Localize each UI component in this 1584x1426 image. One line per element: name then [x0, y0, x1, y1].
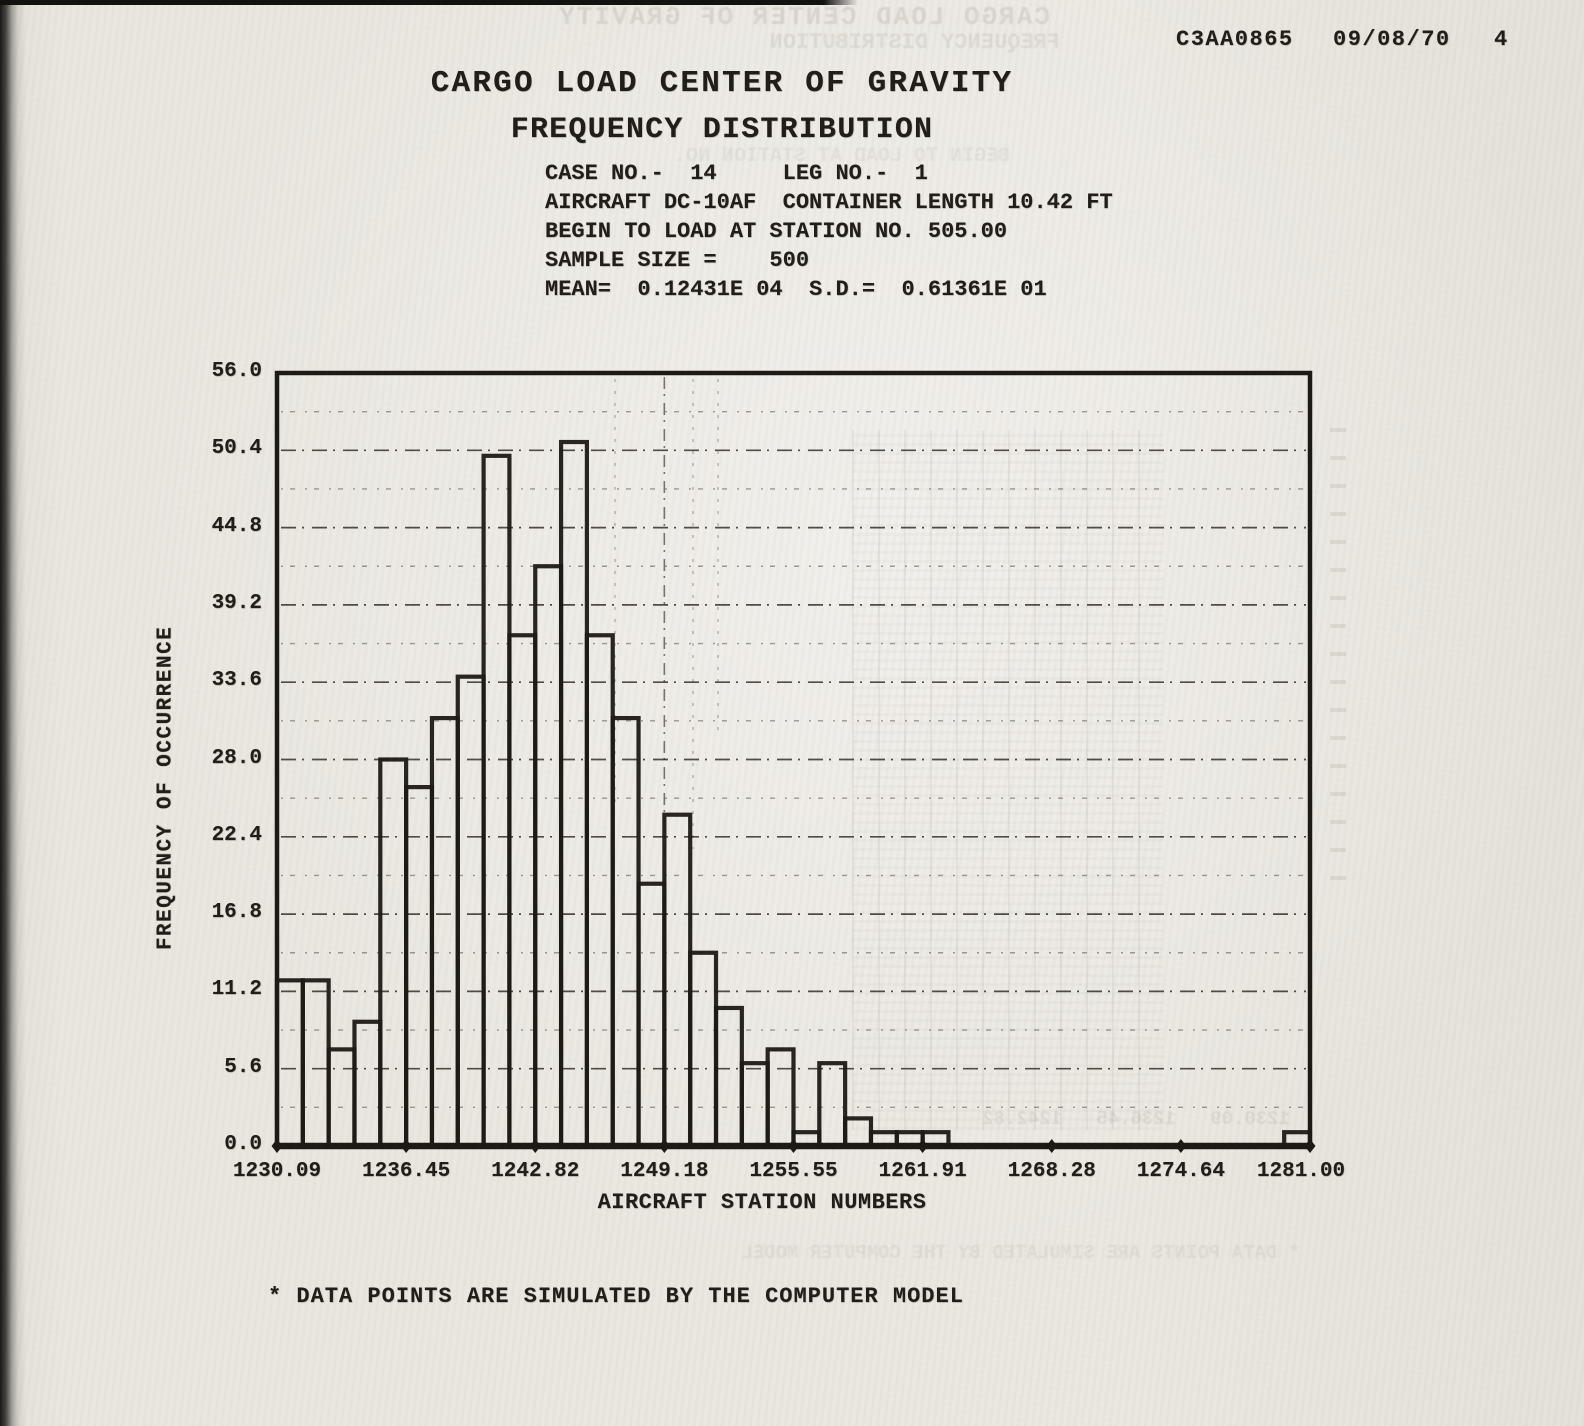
- histogram-bar: [326, 1047, 357, 1149]
- scan-top-edge-strip: [0, 0, 858, 5]
- histogram-bar: [662, 812, 693, 1149]
- info-case-leg: CASE NO.- 14 LEG NO.- 1: [545, 161, 928, 186]
- x-axis-title: AIRCRAFT STATION NUMBERS: [597, 1190, 927, 1215]
- y-tick-label: 16.8: [211, 901, 262, 925]
- histogram-bar: [713, 1005, 744, 1149]
- histogram-bar: [533, 564, 564, 1149]
- y-tick-label: 22.4: [211, 823, 262, 847]
- x-tick-mark: [658, 1139, 670, 1153]
- x-tick-mark: [1175, 1139, 1187, 1153]
- showthrough-title-text: CARGO LOAD CENTER OF GRAVITY: [557, 2, 1050, 32]
- x-tick-label: 1281.00: [1256, 1160, 1346, 1183]
- histogram-bar: [791, 1130, 822, 1149]
- header-doc-code: C3AA0865: [1176, 27, 1294, 52]
- histogram-bar: [868, 1130, 899, 1149]
- histogram-bar: [507, 633, 538, 1149]
- x-tick-label: 1249.18: [620, 1160, 709, 1183]
- y-tick-label: 50.4: [211, 437, 262, 461]
- histogram-bar: [404, 785, 435, 1149]
- x-tick-label: 1274.64: [1136, 1160, 1225, 1183]
- y-tick-label: 5.6: [224, 1055, 262, 1079]
- x-tick-mark: [1046, 1139, 1058, 1153]
- y-tick-label: 0.0: [224, 1133, 262, 1156]
- histogram-bar: [894, 1130, 925, 1149]
- y-tick-label: 39.2: [211, 591, 262, 615]
- showthrough-bottom-note: * DATA POINTS ARE SIMULATED BY THE COMPU…: [741, 1242, 1300, 1264]
- histogram-bar: [688, 950, 719, 1149]
- x-tick-label: 1255.55: [749, 1160, 838, 1183]
- info-aircraft-container: AIRCRAFT DC-10AF CONTAINER LENGTH 10.42 …: [545, 190, 1113, 215]
- x-tick-mark: [400, 1139, 412, 1153]
- info-load-station: BEGIN TO LOAD AT STATION NO. 505.00: [545, 219, 1008, 244]
- x-tick-mark: [1304, 1139, 1316, 1153]
- case-info-block: CASE NO.- 14 LEG NO.- 1 AIRCRAFT DC-10AF…: [545, 159, 1113, 304]
- histogram-bar: [739, 1061, 770, 1149]
- histogram-bar: [817, 1061, 848, 1149]
- x-tick-mark: [529, 1139, 541, 1153]
- x-tick-label: 1242.82: [491, 1160, 580, 1183]
- info-mean-sd: MEAN= 0.12431E 04 S.D.= 0.61361E 01: [545, 277, 1047, 302]
- histogram-bar: [455, 674, 486, 1149]
- histogram-bar: [558, 439, 590, 1149]
- histogram-bar: [636, 881, 667, 1149]
- y-tick-label: 44.8: [211, 514, 262, 538]
- footnote: * DATA POINTS ARE SIMULATED BY THE COMPU…: [268, 1284, 964, 1309]
- showthrough-mirrored-axis-labels: [1330, 420, 1346, 880]
- scan-binding-shadow: [0, 0, 26, 1426]
- histogram-bar: [274, 978, 305, 1149]
- x-tick-mark: [917, 1139, 929, 1153]
- info-sample-size: SAMPLE SIZE = 500: [545, 248, 810, 273]
- histogram-bar: [481, 453, 512, 1149]
- x-tick-label: 1236.45: [362, 1160, 451, 1183]
- histogram-bar: [352, 1019, 383, 1149]
- histogram-bar: [1282, 1130, 1313, 1149]
- x-tick-mark: [788, 1139, 799, 1153]
- chart-title-line1: CARGO LOAD CENTER OF GRAVITY: [430, 66, 1014, 101]
- y-axis-title: FREQUENCY OF OCCURRENCE: [154, 625, 178, 951]
- y-tick-label: 11.2: [211, 978, 262, 1002]
- x-tick-mark: [271, 1139, 283, 1153]
- histogram-bar: [378, 757, 409, 1149]
- y-tick-label: 33.6: [211, 669, 262, 693]
- x-tick-label: 1268.28: [1007, 1160, 1096, 1183]
- histogram-bar: [920, 1130, 951, 1149]
- showthrough-mirrored-bars: [852, 430, 1164, 1130]
- histogram-bar: [584, 633, 615, 1149]
- histogram-bar: [610, 715, 641, 1149]
- y-tick-label: 28.0: [211, 746, 262, 770]
- title-block: CARGO LOAD CENTER OF GRAVITY FREQUENCY D…: [222, 66, 1222, 147]
- histogram-bar: [765, 1047, 796, 1149]
- histogram-bar: [300, 978, 331, 1149]
- header-page-number: 4: [1494, 27, 1509, 52]
- histogram-bar: [429, 715, 460, 1149]
- x-tick-label: 1230.09: [232, 1160, 322, 1183]
- showthrough-subtitle-text: FREQUENCY DISTRIBUTION: [769, 30, 1060, 55]
- x-tick-label: 1261.91: [878, 1160, 967, 1183]
- header-date: 09/08/70: [1333, 27, 1451, 52]
- showthrough-bottom-numbers: 1230.09 1236.45 1242.82: [982, 1108, 1290, 1130]
- y-tick-label: 56.0: [211, 360, 262, 383]
- chart-title-line2: FREQUENCY DISTRIBUTION: [510, 113, 934, 147]
